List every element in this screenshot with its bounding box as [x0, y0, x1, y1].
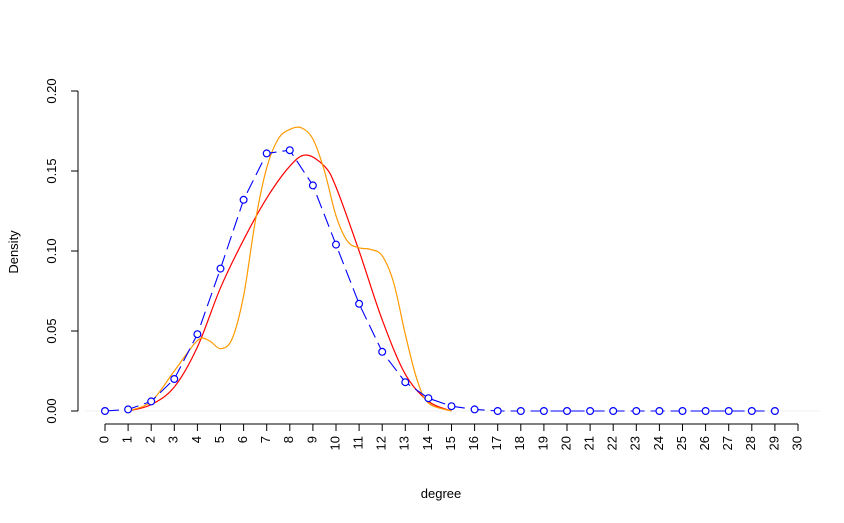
y-ticks: 0.00 0.05 0.10 0.15 0.20	[44, 78, 78, 424]
x-tick-label: 1	[120, 436, 135, 443]
data-point	[378, 347, 387, 356]
x-tick-label: 14	[420, 436, 435, 450]
data-point	[701, 407, 710, 416]
data-point	[539, 407, 548, 416]
x-tick-label: 6	[235, 436, 250, 443]
x-tick-label: 18	[512, 436, 527, 450]
x-tick-label: 19	[535, 436, 550, 450]
x-tick-label: 17	[489, 436, 504, 450]
y-tick-label: 0.15	[44, 158, 59, 183]
x-ticks: 0 1 2 3 4 5 6 7 8 9 10 11 12 13 14 15 16 17 18 19 20 21 22 23 24…	[96, 424, 804, 450]
data-point	[632, 407, 641, 416]
data-point	[470, 405, 479, 414]
data-point	[493, 407, 502, 416]
data-point	[285, 146, 294, 155]
x-tick-label: 15	[443, 436, 458, 450]
y-tick-label: 0.10	[44, 238, 59, 263]
x-tick-label: 0	[96, 436, 111, 443]
y-tick-label: 0.00	[44, 398, 59, 423]
data-point	[170, 375, 179, 384]
x-tick-label: 24	[651, 436, 666, 450]
y-tick-label: 0.05	[44, 318, 59, 343]
x-tick-label: 21	[582, 436, 597, 450]
data-point	[262, 149, 271, 158]
data-point	[586, 407, 595, 416]
x-tick-label: 29	[766, 436, 781, 450]
density-curve	[127, 126, 452, 412]
data-point	[355, 299, 364, 308]
x-tick-label: 11	[351, 436, 366, 450]
data-point	[124, 405, 133, 414]
series-layer	[100, 126, 779, 416]
data-point	[308, 181, 317, 190]
data-point	[562, 407, 571, 416]
x-tick-label: 4	[189, 436, 204, 443]
data-point	[447, 402, 456, 411]
x-tick-label: 26	[697, 436, 712, 450]
empirical-line	[104, 149, 775, 412]
data-point	[193, 330, 202, 339]
data-point	[747, 407, 756, 416]
data-point	[401, 378, 410, 387]
x-tick-label: 9	[304, 436, 319, 443]
data-point	[770, 407, 779, 416]
x-axis-label: degree	[421, 486, 461, 501]
x-tick-label: 7	[258, 436, 273, 443]
density-curve	[127, 154, 452, 412]
data-point	[609, 407, 618, 416]
x-tick-label: 2	[143, 436, 158, 443]
x-tick-label: 8	[281, 436, 296, 443]
empirical-series	[100, 146, 779, 416]
data-point	[147, 397, 156, 406]
data-point	[424, 394, 433, 403]
data-point	[216, 264, 225, 273]
data-point	[332, 240, 341, 249]
x-tick-label: 5	[212, 436, 227, 443]
x-tick-label: 12	[374, 436, 389, 450]
y-tick-label: 0.20	[44, 78, 59, 103]
x-tick-label: 22	[605, 436, 620, 450]
x-tick-label: 20	[558, 436, 573, 450]
data-point	[678, 407, 687, 416]
y-axis: 0.00 0.05 0.10 0.15 0.20	[44, 78, 79, 424]
y-axis-label: Density	[6, 230, 21, 274]
data-point	[516, 407, 525, 416]
x-tick-label: 16	[466, 436, 481, 450]
x-tick-label: 27	[720, 436, 735, 450]
x-tick-label: 3	[166, 436, 181, 443]
x-axis: 0 1 2 3 4 5 6 7 8 9 10 11 12 13 14 15 16 17 18 19 20 21 22 23 24…	[96, 423, 804, 450]
data-point	[239, 195, 248, 204]
x-tick-label: 10	[327, 436, 342, 450]
x-tick-label: 28	[743, 436, 758, 450]
x-tick-label: 30	[789, 436, 804, 450]
x-tick-label: 25	[674, 436, 689, 450]
x-tick-label: 23	[628, 436, 643, 450]
x-tick-label: 13	[397, 436, 412, 450]
data-point	[100, 407, 109, 416]
data-point	[724, 407, 733, 416]
data-point	[655, 407, 664, 416]
